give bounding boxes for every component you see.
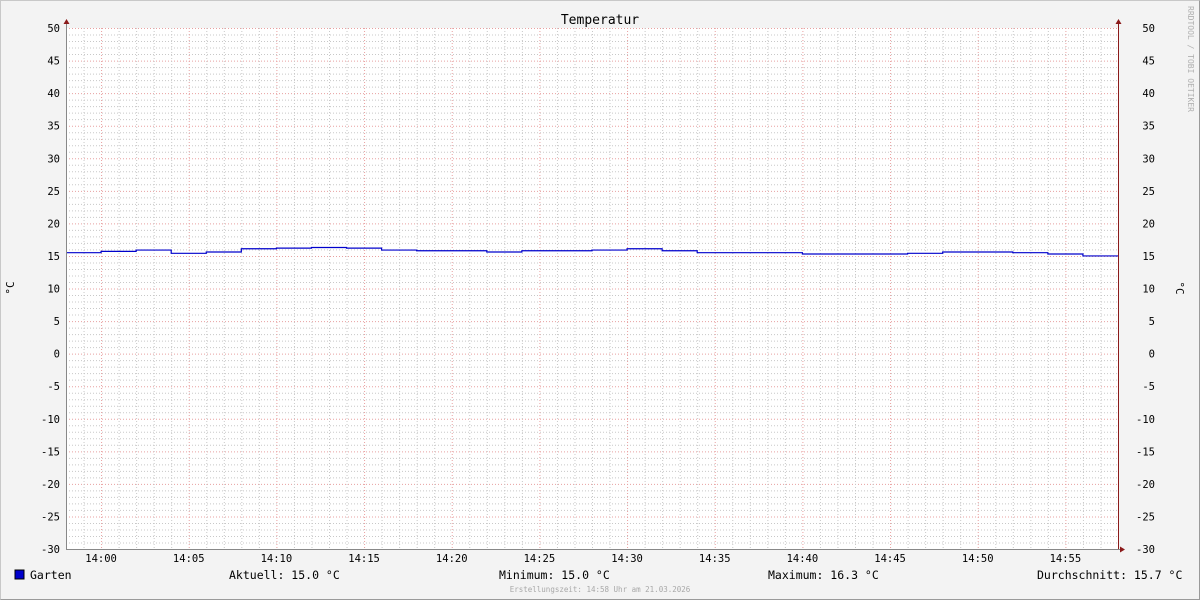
- y-tick-label-right: 50: [1142, 23, 1155, 35]
- y-tick-label-right: -5: [1142, 381, 1155, 393]
- rrdtool-watermark: RRDTOOL / TOBI OETIKER: [1186, 6, 1195, 112]
- y-tick-label-left: 15: [47, 251, 60, 263]
- y-tick-label-right: 0: [1149, 349, 1155, 361]
- y-tick-label-left: 40: [47, 88, 60, 100]
- y-tick-label-right: 30: [1142, 153, 1155, 165]
- x-ticks: 14:00 14:05 14:10 14:15 14:20 14:25 14:30 14:35…: [85, 553, 1081, 565]
- y-tick-label-left: 0: [54, 349, 60, 361]
- x-tick-label: 14:50: [962, 553, 994, 565]
- y-tick-label-left: -5: [47, 381, 60, 393]
- y-tick-label-left: -20: [41, 479, 60, 491]
- y-tick-label-right: 35: [1142, 121, 1155, 133]
- x-tick-label: 14:35: [699, 553, 731, 565]
- legend-aktuell: Aktuell: 15.0 °C: [229, 568, 340, 582]
- y-tick-label-right: -15: [1136, 446, 1155, 458]
- y-axis-label-left: °C: [4, 281, 17, 294]
- y-tick-label-left: 50: [47, 23, 60, 35]
- grid: [66, 28, 1119, 550]
- x-tick-label: 14:05: [173, 553, 205, 565]
- y-tick-label-left: 25: [47, 186, 60, 198]
- y-tick-label-right: 45: [1142, 56, 1155, 68]
- x-tick-label: 14:40: [787, 553, 819, 565]
- y-tick-label-left: 5: [54, 316, 60, 328]
- legend-swatch-garten: [14, 569, 25, 580]
- y-tick-label-right: -10: [1136, 414, 1155, 426]
- chart-title: Temperatur: [561, 13, 639, 28]
- y-tick-label-left: 45: [47, 56, 60, 68]
- y-tick-label-left: -10: [41, 414, 60, 426]
- y-tick-label-right: 15: [1142, 251, 1155, 263]
- y-axis-arrow-left-icon: [63, 19, 70, 24]
- y-tick-label-right: 20: [1142, 218, 1155, 230]
- x-tick-label: 14:55: [1050, 553, 1082, 565]
- axes: [63, 19, 1125, 553]
- y-tick-label-right: 5: [1149, 316, 1155, 328]
- y-tick-label-right: 25: [1142, 186, 1155, 198]
- y-tick-label-right: -20: [1136, 479, 1155, 491]
- x-tick-label: 14:15: [348, 553, 380, 565]
- y-tick-label-right: -25: [1136, 511, 1155, 523]
- y-tick-label-right: 10: [1142, 284, 1155, 296]
- y-tick-label-left: -25: [41, 511, 60, 523]
- y-tick-label-left: 35: [47, 121, 60, 133]
- x-tick-label: 14:20: [436, 553, 468, 565]
- y-tick-label-left: -15: [41, 446, 60, 458]
- creation-time: Erstellungszeit: 14:58 Uhr am 21.03.2026: [510, 585, 691, 594]
- y-axis-arrow-right-icon: [1115, 19, 1122, 24]
- legend-durchschnitt: Durchschnitt: 15.7 °C: [1037, 568, 1182, 582]
- series-layer: [66, 246, 1118, 257]
- y-tick-label-right: 40: [1142, 88, 1155, 100]
- x-tick-label: 14:45: [874, 553, 906, 565]
- legend-series-name: Garten: [30, 568, 72, 582]
- x-tick-label: 14:00: [85, 553, 117, 565]
- x-tick-label: 14:30: [611, 553, 643, 565]
- y-axis-label-right: °C: [1173, 281, 1186, 294]
- x-axis-arrow-icon: [1120, 546, 1125, 553]
- y-tick-label-left: 20: [47, 218, 60, 230]
- legend-minimum: Minimum: 15.0 °C: [499, 568, 610, 582]
- legend-maximum: Maximum: 16.3 °C: [768, 568, 879, 582]
- y-tick-label-right: -30: [1136, 544, 1155, 556]
- x-tick-label: 14:25: [524, 553, 556, 565]
- series-line-garten: [66, 246, 1118, 257]
- y-tick-label-left: 30: [47, 153, 60, 165]
- x-tick-label: 14:10: [261, 553, 293, 565]
- y-tick-label-left: 10: [47, 284, 60, 296]
- y-tick-label-left: -30: [41, 544, 60, 556]
